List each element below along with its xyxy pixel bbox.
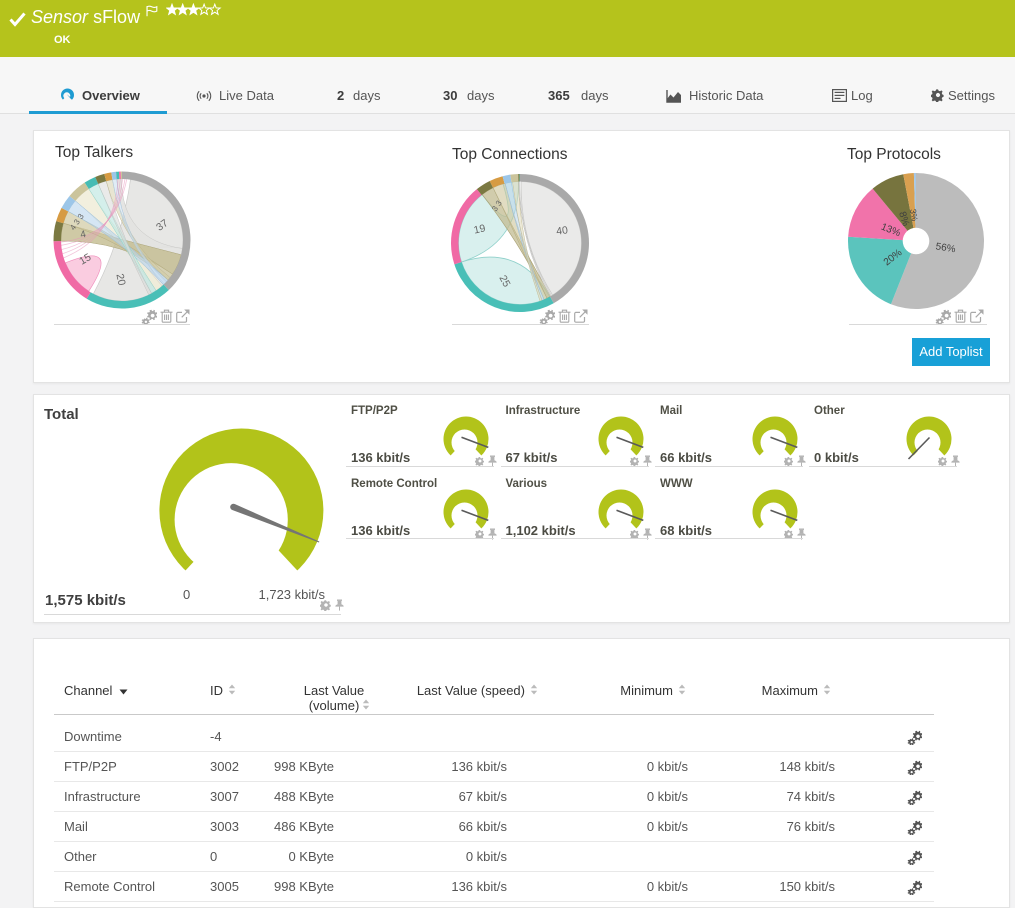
- svg-text:40: 40: [555, 224, 568, 238]
- svg-text:25: 25: [497, 273, 513, 289]
- svg-text:8%: 8%: [896, 210, 911, 227]
- svg-text:19: 19: [473, 222, 487, 236]
- svg-text:20: 20: [113, 273, 127, 287]
- svg-text:4: 4: [79, 229, 87, 241]
- svg-text:3%: 3%: [908, 208, 920, 222]
- svg-text:15: 15: [77, 251, 93, 267]
- svg-text:56%: 56%: [935, 241, 957, 255]
